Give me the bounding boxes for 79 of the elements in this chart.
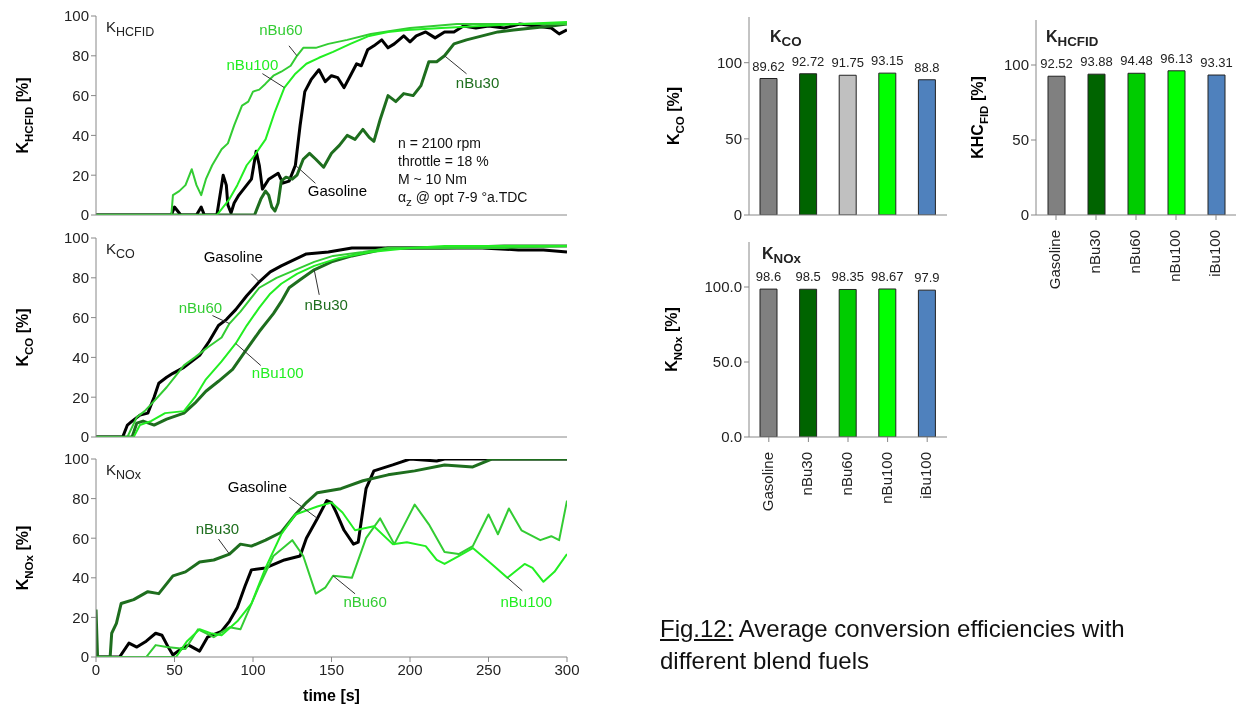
series-label: nBu60: [178, 298, 223, 316]
series-label: nBu100: [251, 364, 304, 382]
x-tick-label: Gasoline: [1045, 230, 1063, 290]
x-tick-label: nBu60: [837, 452, 855, 496]
y-tick-label: 60: [72, 308, 89, 326]
x-tick-label: 50: [166, 660, 183, 678]
data-label: 93.15: [871, 53, 904, 69]
y-tick-label: 100.0: [704, 278, 742, 296]
annotation: α$_{z}$ @ opt 7-9 °a.TDC: [398, 188, 528, 210]
series-label: nBu100: [226, 55, 279, 73]
data-label: 98.67: [871, 268, 904, 284]
y-tick-label: 0: [80, 428, 89, 446]
data-label: 97.9: [914, 270, 940, 286]
data-label: 88.8: [914, 59, 940, 75]
y-tick-label: 60: [72, 529, 89, 547]
data-label: 91.75: [831, 55, 864, 71]
data-label: 93.88: [1080, 54, 1113, 70]
chart-title: K$_{HCFID}$: [106, 18, 155, 39]
x-tick-label: nBu60: [1125, 230, 1143, 274]
y-tick-label: 0: [1020, 206, 1029, 224]
data-label: 93.31: [1200, 55, 1233, 71]
x-tick-label: iBu100: [1205, 230, 1223, 277]
y-tick-label: 0: [80, 648, 89, 666]
x-tick-label: nBu100: [1165, 230, 1183, 282]
annotation: M ~ 10 Nm: [398, 170, 468, 188]
y-tick-label: 80: [72, 269, 89, 287]
chart-title: K$_{CO}$: [106, 240, 135, 261]
data-label: 98.35: [831, 269, 864, 285]
series-label: nBu30: [455, 73, 500, 91]
data-label: 92.52: [1040, 56, 1073, 72]
series-label: Gasoline: [307, 182, 367, 200]
y-tick-label: 40: [72, 569, 89, 587]
chart-title: K$_{NOx}$: [106, 461, 142, 482]
y-tick-label: 100: [63, 7, 89, 25]
data-label: 96.13: [1160, 50, 1193, 66]
x-tick-label: nBu100: [877, 452, 895, 504]
data-label: 89.62: [752, 58, 785, 74]
y-tick-label: 100: [716, 54, 742, 72]
series-label: nBu60: [343, 592, 387, 610]
x-tick-label: 150: [318, 660, 345, 678]
y-tick-label: 0: [80, 206, 89, 224]
y-tick-label: 100: [1003, 56, 1029, 74]
annotation: n = 2100 rpm: [398, 134, 482, 152]
chart-title: K$_{NOx}$: [762, 245, 801, 267]
x-tick-label: 0: [91, 660, 101, 678]
y-tick-label: 50: [725, 130, 742, 148]
text: K$_{CO}$: [770, 28, 802, 50]
y-tick-label: 20: [72, 388, 89, 406]
text: K$_{HCFID}$: [1046, 28, 1099, 50]
annotation: throttle = 18 %: [398, 152, 490, 170]
y-tick-label: 50: [1012, 131, 1029, 149]
series-label: nBu30: [195, 520, 240, 538]
x-tick-label: 100: [240, 660, 266, 678]
data-label: 94.48: [1120, 53, 1153, 69]
y-tick-label: 60: [72, 86, 89, 104]
series-label: nBu100: [500, 592, 553, 610]
y-tick-label: 0.0: [721, 428, 742, 446]
y-tick-label: 40: [72, 126, 89, 144]
x-tick-label: nBu30: [1085, 230, 1103, 274]
x-tick-label: iBu100: [917, 452, 935, 499]
y-tick-label: 50.0: [712, 353, 742, 371]
x-tick-label: Gasoline: [758, 452, 776, 512]
y-tick-label: 80: [72, 47, 89, 65]
x-tick-label: 200: [397, 660, 423, 678]
caption: Fig.12: Average conversion efficiencies with different blend fuels: [660, 615, 1125, 674]
data-label: 92.72: [791, 53, 825, 69]
y-tick-label: 80: [72, 489, 89, 507]
y-tick-label: 40: [72, 348, 89, 366]
x-tick-label: 250: [475, 660, 502, 678]
x-tick-label: nBu30: [798, 452, 816, 496]
y-tick-label: 20: [72, 608, 89, 626]
data-label: 98.5: [795, 269, 821, 285]
series-label: nBu30: [304, 295, 348, 313]
x-axis-title: time [s]: [302, 687, 361, 705]
x-tick-label: 300: [554, 660, 580, 678]
series-label: nBu60: [259, 20, 303, 38]
data-label: 98.6: [755, 269, 782, 285]
y-tick-label: 0: [733, 206, 742, 224]
y-tick-label: 20: [72, 166, 89, 184]
